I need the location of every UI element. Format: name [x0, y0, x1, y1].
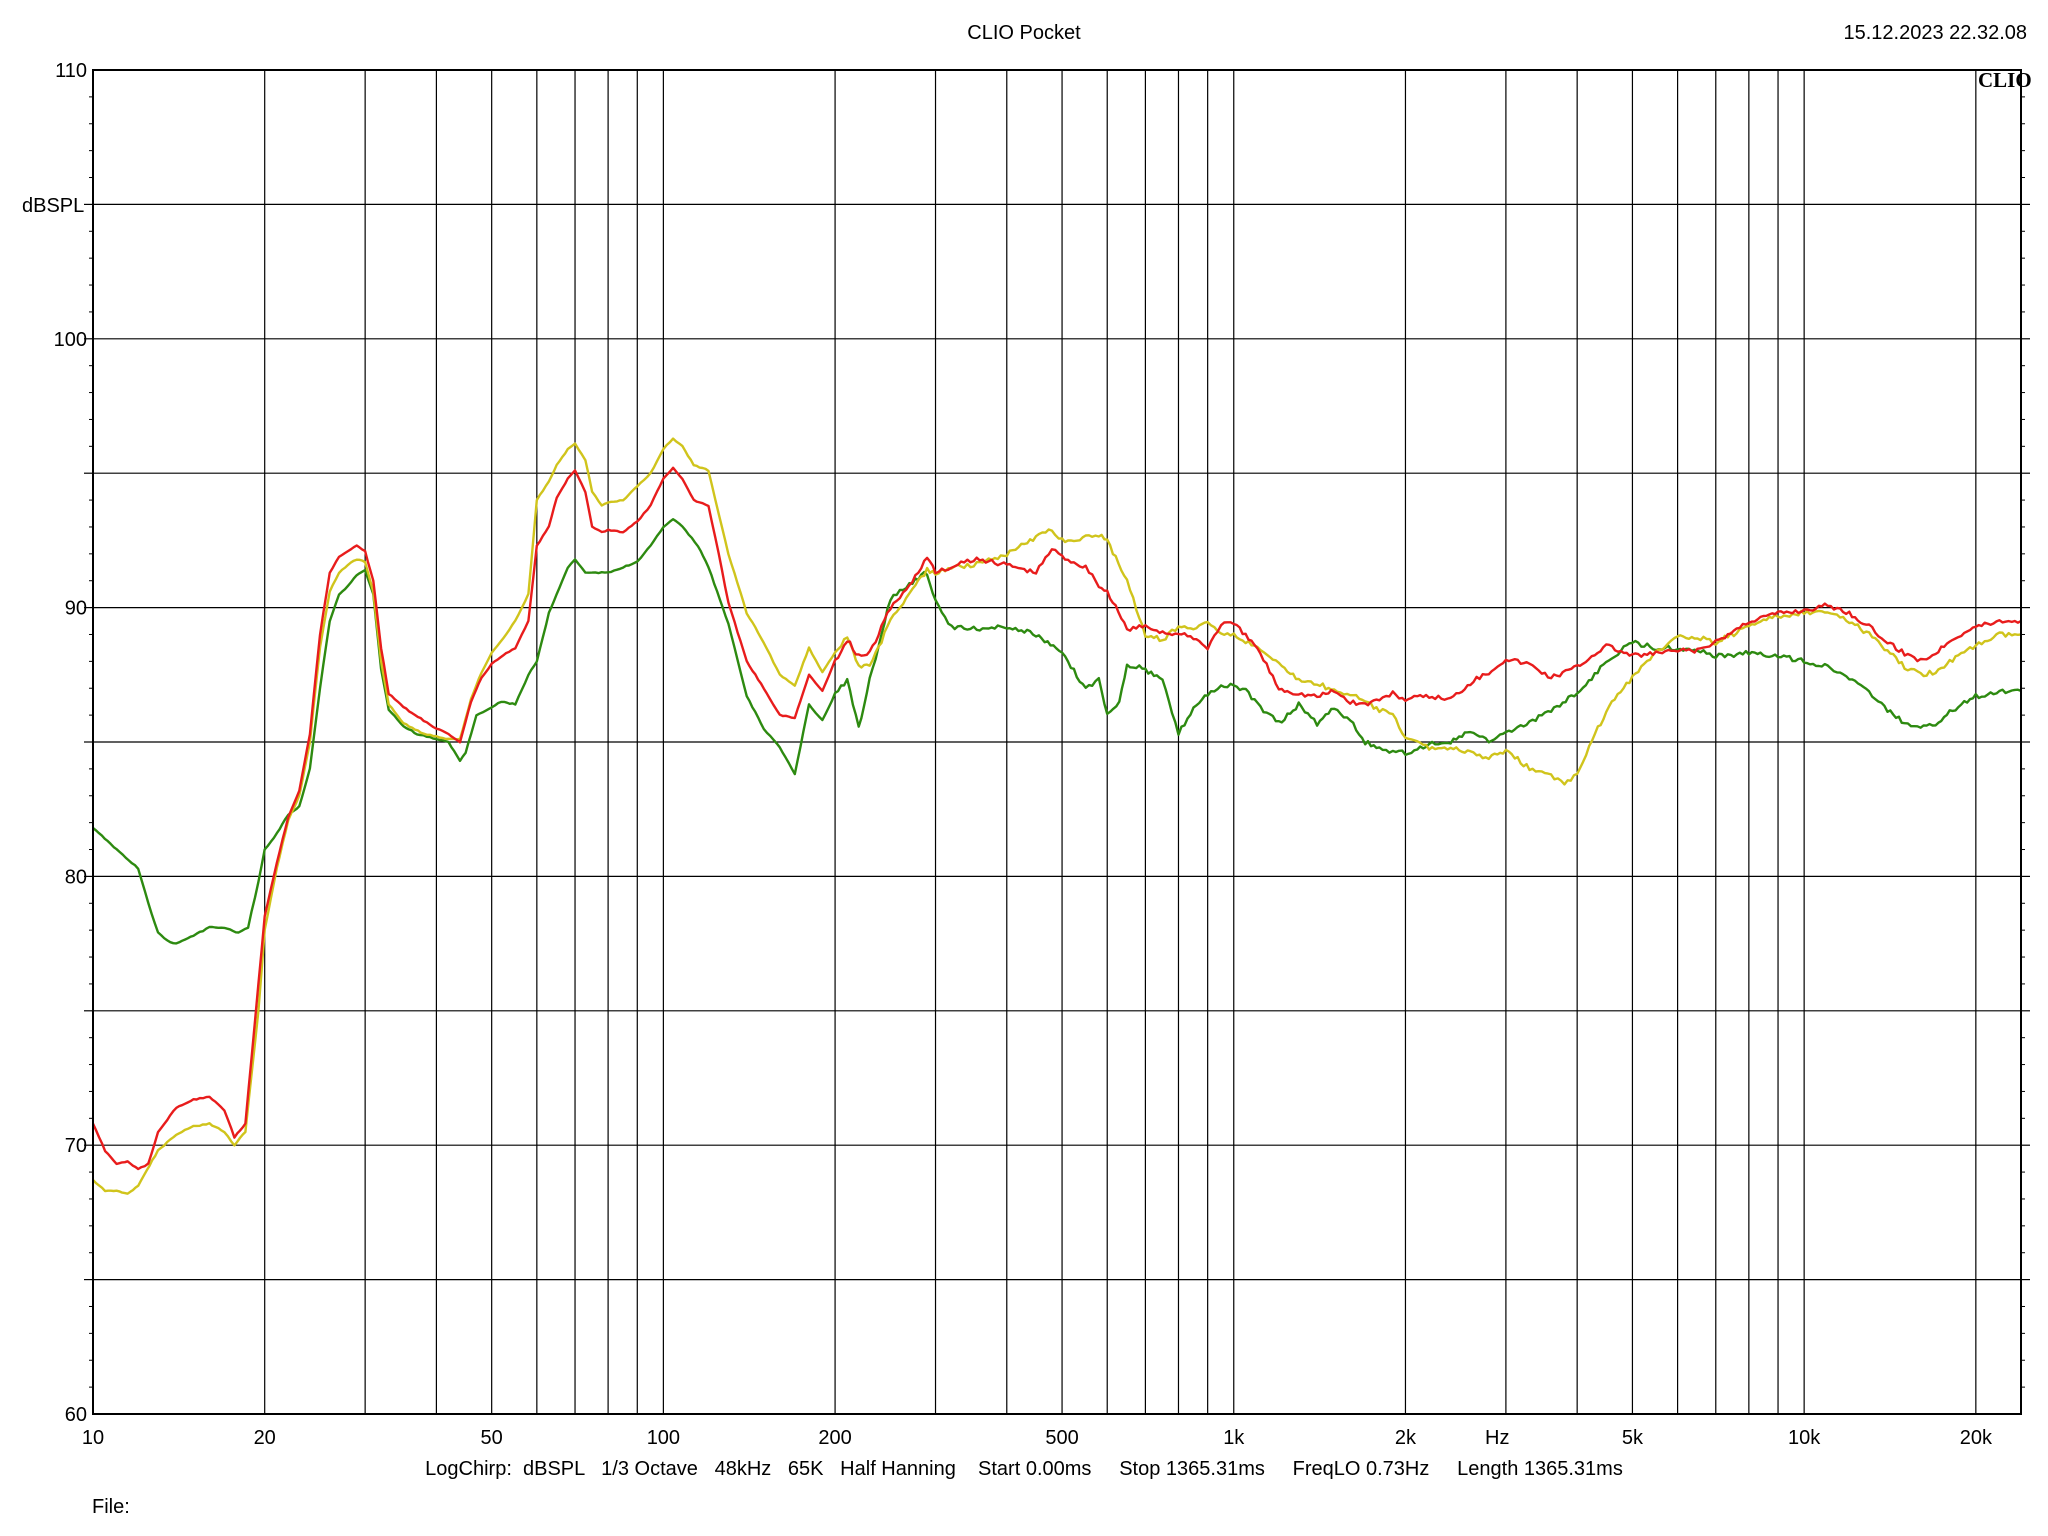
chart-title: CLIO Pocket [967, 22, 1081, 44]
x-axis-unit-label: Hz [1485, 1427, 1509, 1449]
axis-tick-labels: 60 70 80 90 100 110 10 20 50 100 200 500 1k 2k 5k 10k 20… [54, 60, 1993, 1449]
y-tick-label: 110 [55, 60, 87, 82]
x-tick-label: 10 [82, 1427, 104, 1449]
x-tick-label: 20k [1960, 1427, 1993, 1449]
chart-curves [91, 437, 2022, 1195]
measurement-settings: LogChirp: dBSPL 1/3 Octave 48kHz 65K Hal… [425, 1458, 1623, 1480]
y-tick-label: 70 [65, 1135, 87, 1157]
response-curve [92, 518, 2022, 945]
file-label: File: [92, 1496, 130, 1518]
response-curve [92, 437, 2022, 1195]
x-tick-label: 100 [647, 1427, 680, 1449]
y-tick-label: 90 [65, 598, 87, 620]
x-tick-label: 1k [1223, 1427, 1245, 1449]
measurement-datetime: 15.12.2023 22.32.08 [1843, 22, 2027, 44]
chart-grid [84, 70, 2030, 1414]
x-tick-label: 20 [254, 1427, 276, 1449]
x-tick-label: 10k [1788, 1427, 1821, 1449]
x-tick-label: 200 [818, 1427, 851, 1449]
x-tick-label: 5k [1622, 1427, 1644, 1449]
x-tick-label: 50 [481, 1427, 503, 1449]
y-tick-label: 100 [54, 329, 87, 351]
y-axis-label: dBSPL [22, 195, 84, 217]
clio-logo: CLIO [1978, 68, 2032, 92]
response-curve [91, 466, 2022, 1171]
x-tick-label: 2k [1395, 1427, 1417, 1449]
plot-frame [92, 69, 2022, 1415]
x-tick-label: 500 [1045, 1427, 1078, 1449]
y-tick-label: 80 [65, 866, 87, 888]
y-tick-label: 60 [65, 1404, 87, 1426]
